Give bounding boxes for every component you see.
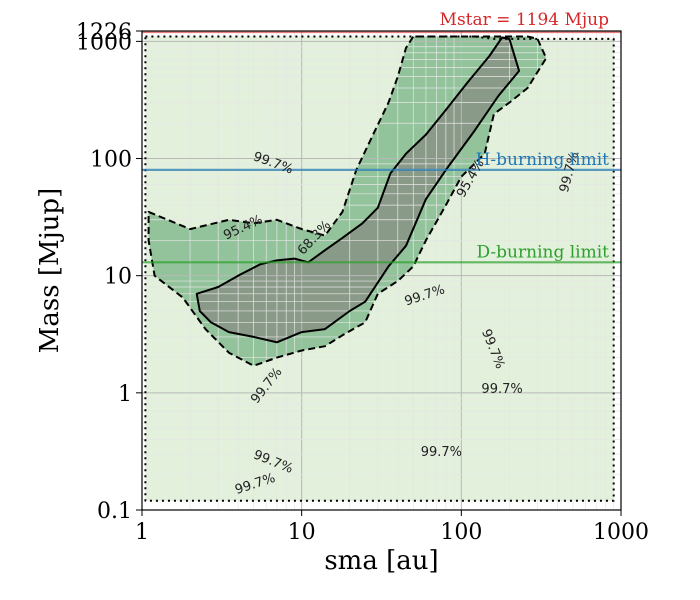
axes-frame [141,30,622,511]
mstar-label: Mstar = 1194 Mjup [440,10,610,30]
x-tick-label: 100 [440,520,482,545]
limit-label-1: D-burning limit [476,242,609,262]
y-tick-label: 0.1 [97,499,132,524]
y-tick-label: 100 [90,148,132,173]
x-tick-label: 10 [288,520,316,545]
contour-line-954 [147,35,548,367]
x-tick-label: 1 [135,520,149,545]
contour-label: 99.7% [421,445,462,460]
x-axis-label: sma [au] [324,546,438,576]
limit-label-0: H-burning limit [476,150,610,170]
grid [142,31,621,510]
y-tick-label: 1226 [76,20,132,45]
contour-label: 99.7% [481,382,522,397]
x-tick-label: 1000 [593,520,649,545]
y-tick-label: 1000 [76,30,132,55]
contour-fill-683 [196,37,520,343]
y-axis-label: Mass [Mjup] [35,188,65,353]
y-tick-label: 10 [104,265,132,290]
plot-area: 68.3%95.4%95.4%99.7%99.7%99.7%99.7%99.7%… [142,31,621,510]
y-tick-label: 1 [118,382,132,407]
